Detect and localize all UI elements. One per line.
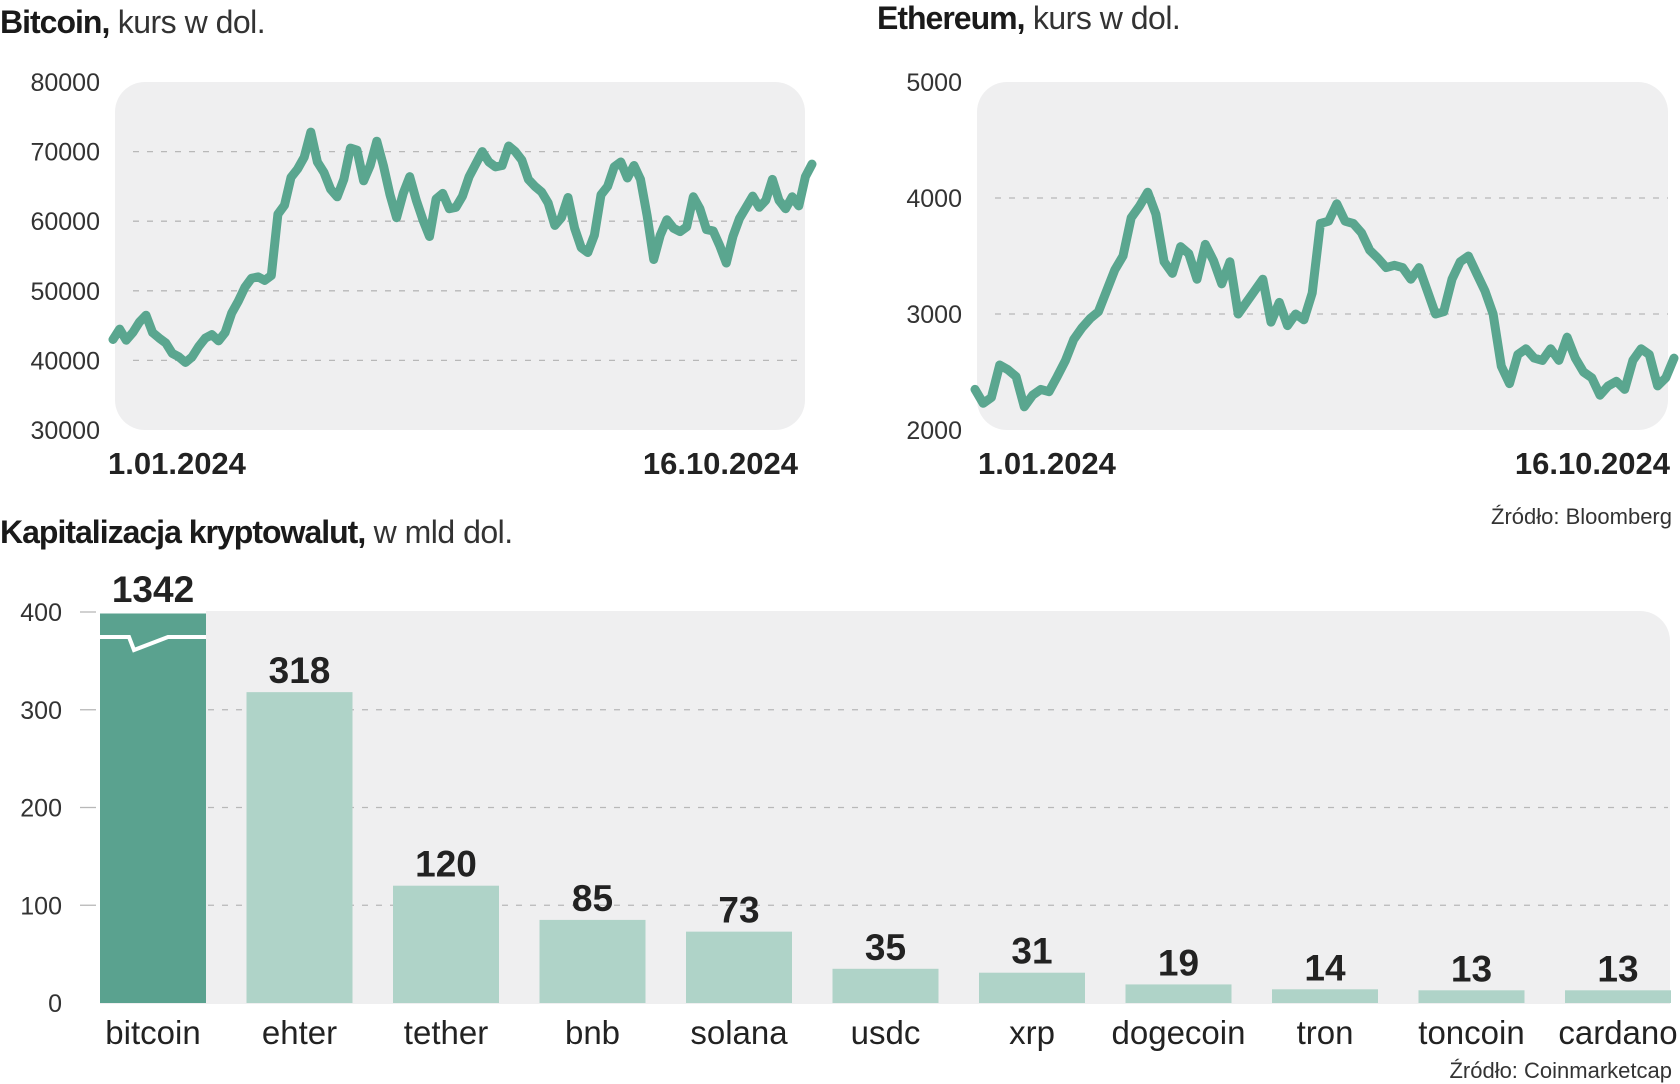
bar-bnb [539,919,646,1003]
value-label-bitcoin: 1342 [112,569,194,610]
market-cap-y-tick-label: 400 [20,599,62,627]
category-label-bitcoin: bitcoin [105,1014,200,1051]
bitcoin-y-tick-label: 40000 [30,347,100,375]
market-cap-bar-chart: 0 100 200 300 400 1342 bitcoin 318 ehter 120 tethe… [20,569,1677,1051]
bitcoin-price-line [108,127,817,367]
category-label-xrp: xrp [1009,1014,1055,1051]
ethereum-x-tick-label-end: 16.10.2024 [1515,446,1671,481]
bar-tether [393,885,499,1003]
market-cap-y-tick-label: 0 [48,990,62,1018]
market-cap-y-tick-label: 300 [20,697,62,725]
bitcoin-title-bold: Bitcoin, [0,4,110,40]
source-coinmarketcap: Źródło: Coinmarketcap [1449,1058,1672,1083]
value-label-usdc: 35 [865,927,906,968]
value-label-tether: 120 [415,844,477,885]
bitcoin-y-tick-label: 60000 [30,208,100,236]
value-label-cardano: 13 [1597,948,1638,989]
bar-cardano [1565,990,1671,1003]
category-label-toncoin: toncoin [1418,1014,1524,1051]
axis-break-mark [100,635,206,653]
value-label-bnb: 85 [572,878,613,919]
bitcoin-y-tick-label: 70000 [30,139,100,167]
bar-solana [686,931,792,1003]
bitcoin-y-tick-label: 80000 [30,69,100,97]
category-label-dogecoin: dogecoin [1112,1014,1246,1051]
ethereum-chart-title: Ethereum, kurs w dol. [877,0,1181,37]
value-label-xrp: 31 [1011,931,1052,972]
market-cap-y-tick-label: 100 [20,892,62,920]
category-label-usdc: usdc [851,1014,921,1051]
bitcoin-chart-title: Bitcoin, kurs w dol. [0,4,266,41]
bar-xrp [979,972,1085,1003]
bitcoin-y-tick-label: 50000 [30,278,100,306]
ethereum-y-tick-label: 5000 [906,69,962,97]
ethereum-title-bold: Ethereum, [877,0,1025,36]
market-cap-chart-title: Kapitalizacja kryptowalut, w mld dol. [0,514,513,551]
value-label-toncoin: 13 [1451,948,1492,989]
bitcoin-title-rest: kurs w dol. [117,4,266,40]
market-cap-title-bold: Kapitalizacja kryptowalut, [0,514,366,550]
bitcoin-plot-panel [115,82,805,430]
value-label-ehter: 318 [269,650,331,691]
category-label-ehter: ehter [262,1014,337,1051]
bitcoin-line-chart: 30000 40000 50000 60000 70000 80000 1.01.2024 1… [30,69,817,481]
bitcoin-x-tick-label-start: 1.01.2024 [108,446,247,481]
category-label-cardano: cardano [1558,1014,1677,1051]
category-label-tether: tether [404,1014,488,1051]
value-label-dogecoin: 19 [1158,942,1199,983]
category-label-tron: tron [1297,1014,1354,1051]
value-label-tron: 14 [1304,947,1346,988]
bar-ehter [246,692,353,1003]
bar-toncoin [1418,990,1525,1003]
bar-dogecoin [1125,984,1232,1003]
ethereum-plot-panel [977,82,1668,430]
bar-bitcoin [100,611,206,1003]
bitcoin-y-tick-label: 30000 [30,417,100,445]
bar-usdc [832,968,939,1003]
market-cap-y-tick-label: 200 [20,795,62,823]
category-label-solana: solana [690,1014,788,1051]
value-label-solana: 73 [718,890,759,931]
ethereum-title-rest: kurs w dol. [1032,0,1181,36]
ethereum-y-tick-label: 3000 [906,301,962,329]
market-cap-title-rest: w mld dol. [373,514,514,550]
source-bloomberg: Źródło: Bloomberg [1491,504,1672,529]
ethereum-line-chart: 2000 3000 4000 5000 1.01.2024 16.10.2024 [906,69,1679,481]
bar-tron [1272,989,1378,1003]
ethereum-y-tick-label: 2000 [906,417,962,445]
ethereum-price-line [970,187,1679,412]
bitcoin-x-tick-label-end: 16.10.2024 [643,446,799,481]
category-label-bnb: bnb [565,1014,620,1051]
ethereum-x-tick-label-start: 1.01.2024 [978,446,1117,481]
ethereum-y-tick-label: 4000 [906,185,962,213]
